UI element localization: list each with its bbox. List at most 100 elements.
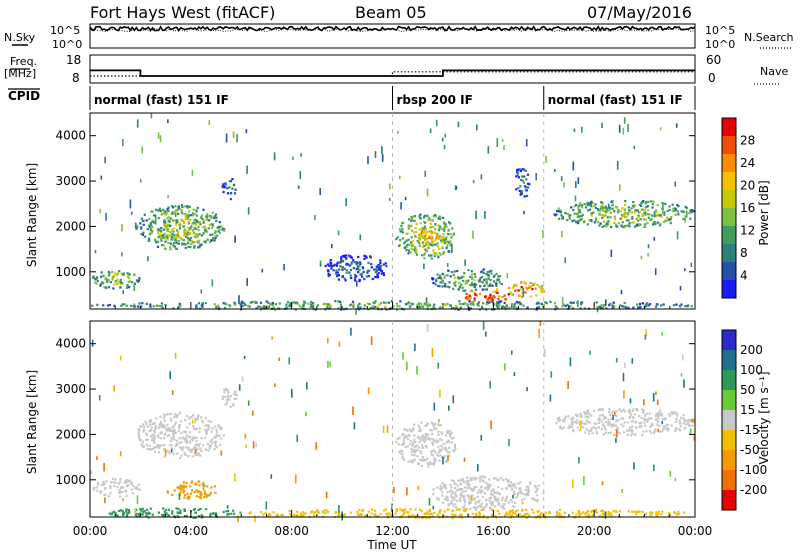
power-cell [127, 277, 131, 280]
power-cell [438, 237, 441, 241]
power-cell [478, 292, 482, 296]
power-cell [194, 218, 197, 221]
velocity-cell [192, 425, 195, 428]
frequency-panel: Freq. [MHz] 18 8 60 0 Nave [4, 53, 788, 85]
power-cell [464, 296, 467, 300]
power-cell [421, 236, 425, 239]
power-cell [442, 233, 445, 236]
velocity-cell [218, 426, 221, 429]
power-cell [376, 276, 379, 279]
power-cell [401, 222, 404, 225]
velocity-cell [666, 423, 669, 426]
power-cell [587, 209, 590, 212]
power-cell [169, 248, 172, 251]
power-cell [613, 305, 616, 308]
velocity-cell [453, 498, 456, 502]
velocity-cell [338, 505, 340, 514]
power-cell [167, 216, 170, 219]
velocity-cell [652, 431, 655, 434]
power-cell [541, 305, 545, 308]
velocity-cell [173, 489, 176, 492]
power-cell [319, 188, 321, 196]
power-cell [119, 278, 122, 282]
power-cell [504, 306, 507, 309]
velocity-cell [584, 415, 587, 418]
velocity-cell [152, 447, 155, 450]
velocity-cell [186, 492, 189, 495]
velocity-cell [527, 494, 530, 497]
power-cell [371, 305, 374, 308]
velocity-cell [411, 443, 414, 446]
power-cell [232, 131, 235, 139]
velocity-cell [350, 327, 352, 336]
x-tick-label: 20:00 [577, 524, 612, 538]
velocity-cell [402, 510, 405, 513]
power-cell [608, 209, 611, 212]
power-cell [368, 302, 371, 306]
velocity-cell [463, 486, 466, 489]
velocity-cell [306, 382, 308, 390]
power-cell [455, 185, 458, 190]
power-cell [117, 280, 120, 283]
velocity-cell [448, 454, 451, 457]
velocity-cell [402, 438, 405, 442]
velocity-cell [489, 496, 492, 499]
power-cell [167, 119, 169, 124]
velocity-cell [661, 332, 663, 336]
power-cell [229, 192, 232, 195]
power-cell [135, 226, 138, 229]
power-cell [600, 214, 603, 217]
power-cell [443, 222, 446, 225]
power-cell [161, 306, 164, 310]
power-cell [436, 273, 439, 276]
power-cell [400, 225, 403, 228]
power-cell [470, 281, 473, 284]
velocity-cell [436, 513, 440, 516]
velocity-cell [415, 444, 418, 447]
power-cell [581, 126, 583, 133]
power-cell [557, 207, 560, 210]
power-cell [177, 242, 180, 245]
velocity-cell [582, 511, 585, 514]
power-cell [349, 264, 352, 267]
power-cell [169, 234, 172, 237]
velocity-cell [618, 510, 621, 513]
power-cell [443, 274, 446, 277]
power-cell [106, 304, 110, 307]
power-cell [214, 213, 218, 216]
velocity-cell [499, 477, 502, 480]
power-cell [345, 198, 347, 207]
velocity-cell [604, 431, 608, 434]
velocity-cell [338, 514, 341, 517]
velocity-cell [570, 426, 573, 429]
power-cell [443, 229, 446, 232]
power-cell [150, 229, 153, 233]
velocity-cell [678, 422, 682, 425]
power-cell [579, 203, 582, 206]
velocity-cell [219, 437, 223, 440]
velocity-cell [138, 435, 141, 438]
power-cell [644, 223, 647, 226]
velocity-cell [443, 455, 446, 458]
velocity-cell [145, 515, 148, 518]
power-cell [656, 221, 659, 224]
power-cell [191, 212, 194, 215]
power-cell [351, 300, 355, 303]
velocity-cell [656, 423, 659, 426]
velocity-cell [193, 436, 196, 439]
power-cell [184, 213, 187, 216]
velocity-cell [408, 428, 411, 431]
velocity-cell [588, 513, 591, 516]
velocity-cell [178, 487, 181, 490]
velocity-cell [492, 488, 495, 491]
power-cell [589, 203, 592, 206]
velocity-cell [449, 435, 452, 438]
velocity-cell [497, 492, 501, 495]
power-cell [248, 305, 251, 308]
power-cell [177, 239, 180, 242]
velocity-cell [511, 350, 513, 355]
velocity-cell [188, 495, 191, 498]
velocity-cell [689, 428, 692, 435]
power-cell [559, 210, 562, 214]
power-cell [166, 207, 169, 211]
